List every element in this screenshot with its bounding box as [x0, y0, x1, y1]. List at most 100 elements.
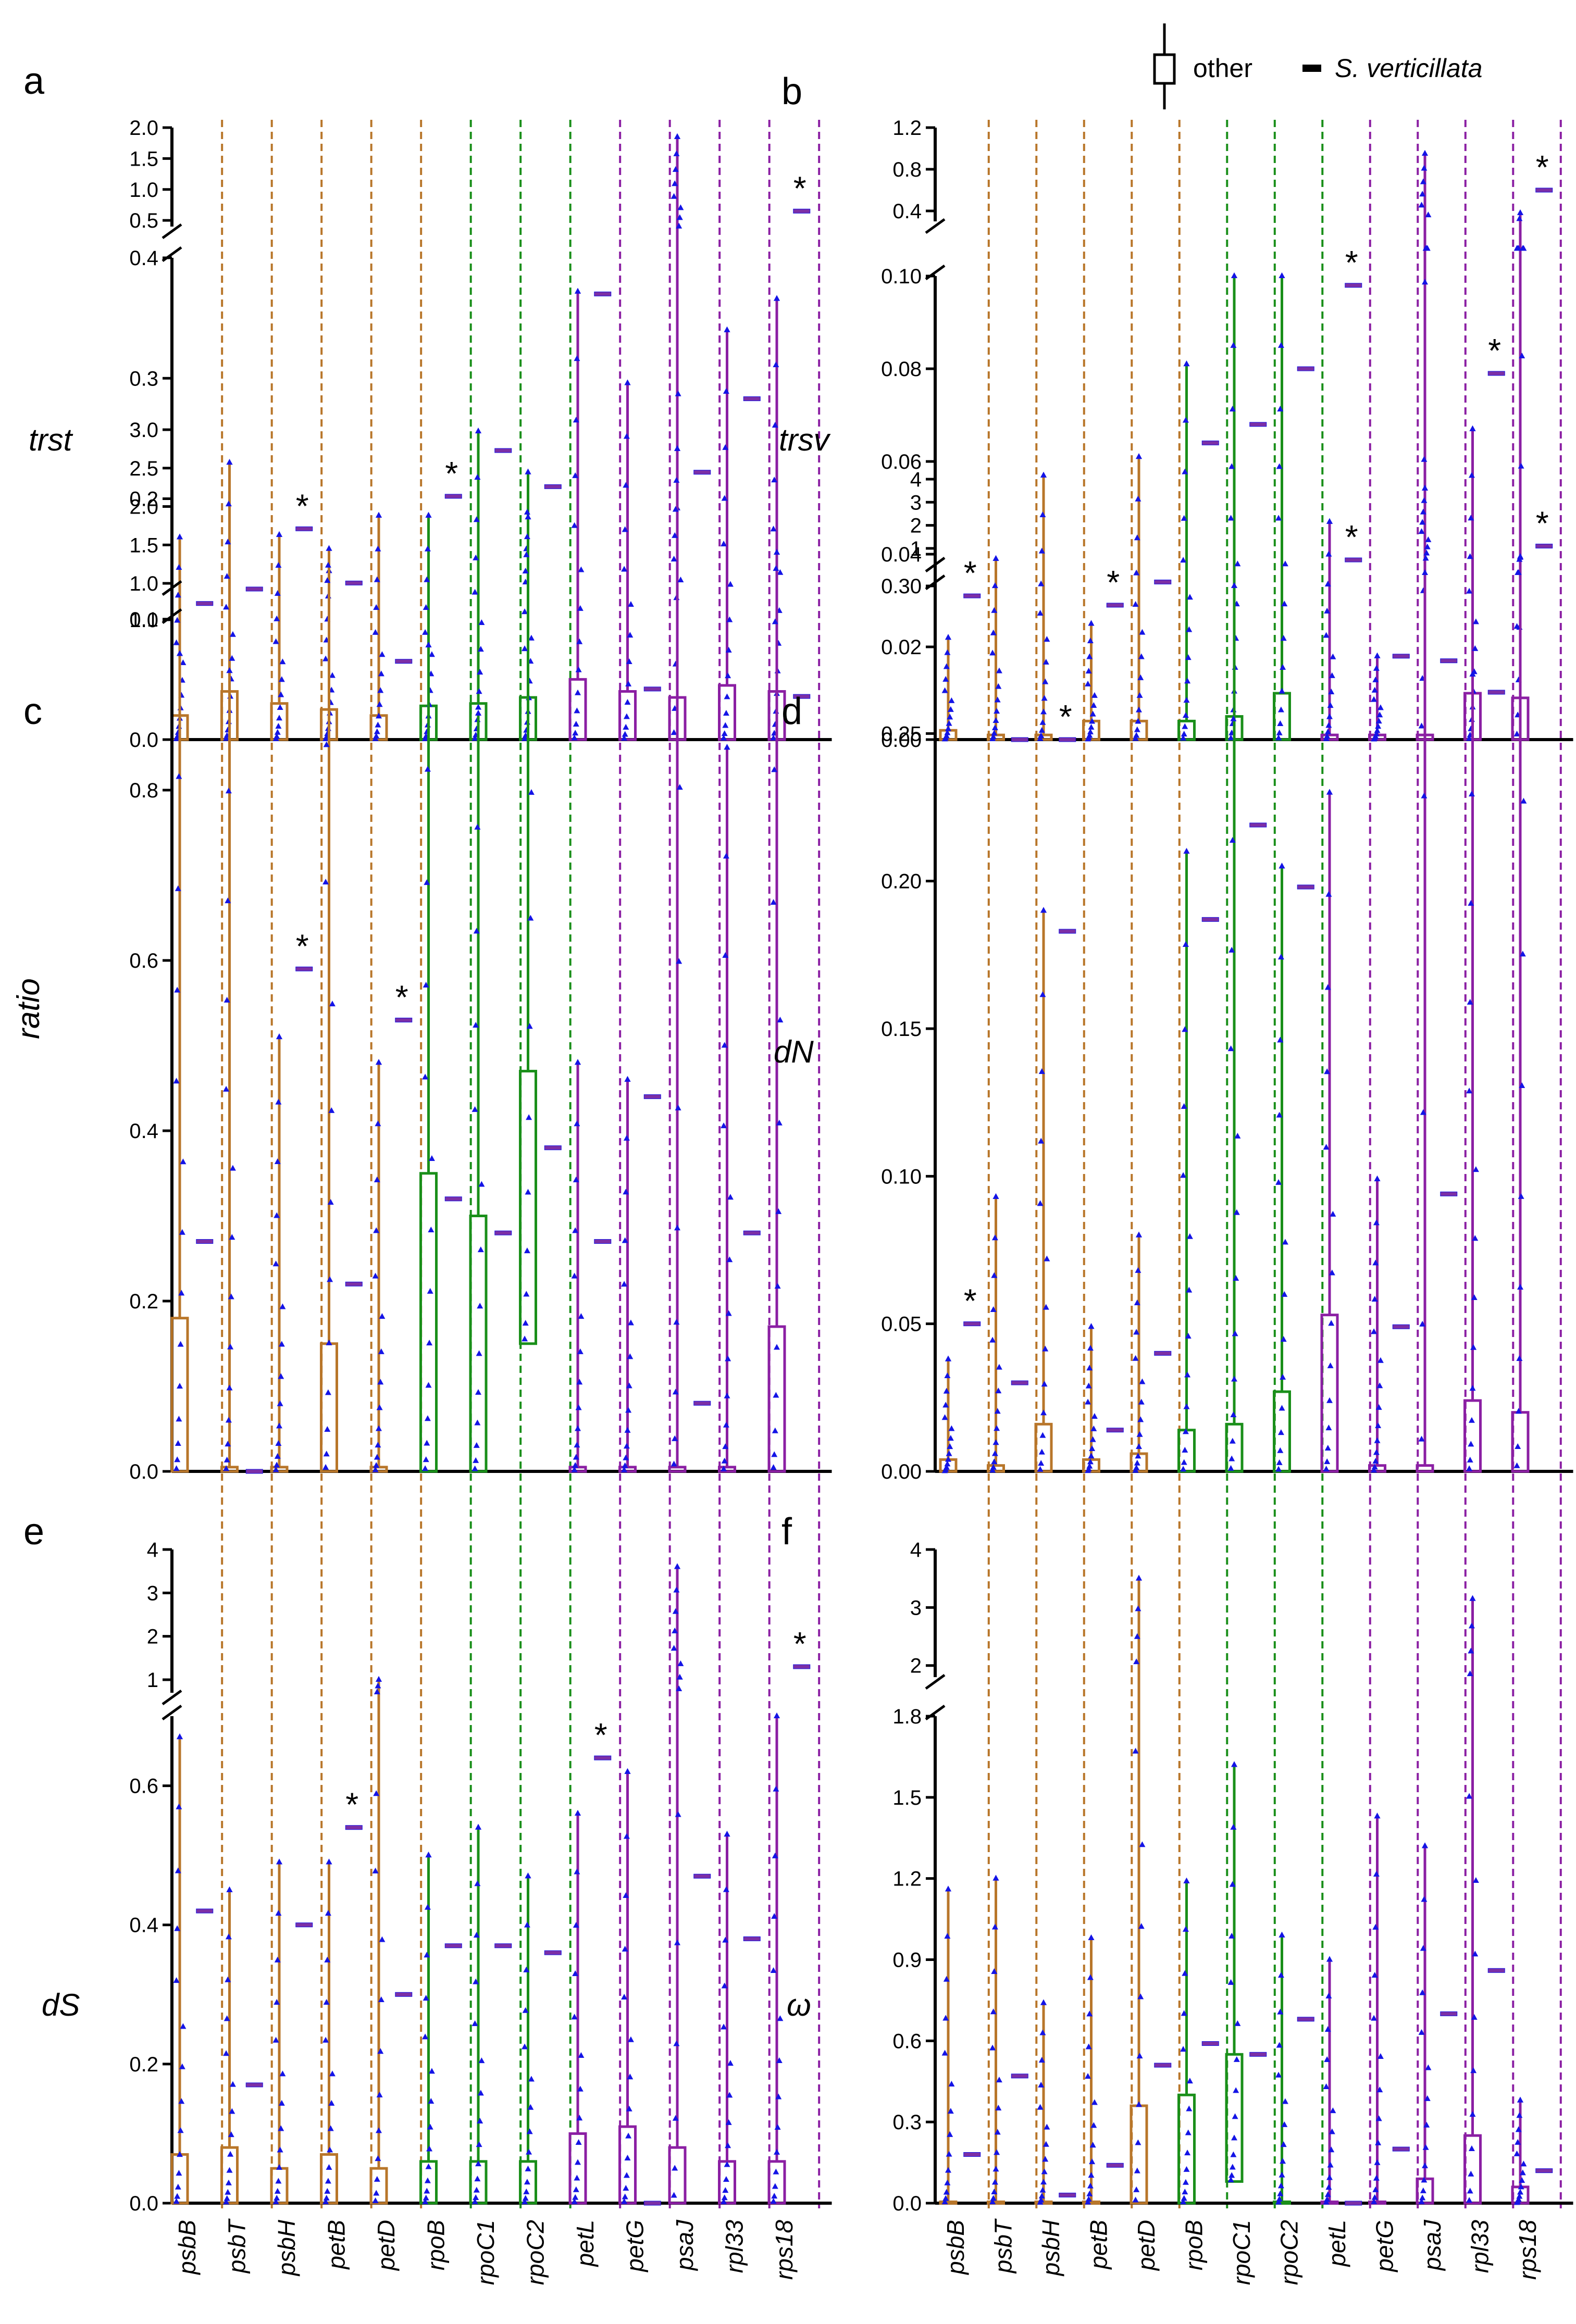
data-point	[227, 1343, 234, 1350]
data-point	[1186, 2078, 1193, 2084]
data-point-max	[326, 545, 332, 551]
data-point	[622, 1462, 628, 1468]
data-point	[326, 2164, 332, 2170]
data-point	[943, 663, 950, 669]
data-point	[274, 1998, 280, 2005]
data-point	[1088, 1453, 1095, 1459]
data-point	[1468, 791, 1475, 797]
data-point	[1276, 1111, 1283, 1118]
data-point	[325, 1909, 331, 1916]
data-point	[727, 581, 734, 587]
data-point	[277, 1400, 283, 1406]
data-point	[1138, 653, 1145, 659]
data-point	[1043, 1304, 1049, 1310]
sv-marker-petL	[594, 291, 612, 296]
data-point	[945, 1456, 951, 1462]
data-point	[725, 646, 732, 653]
data-point	[991, 2179, 998, 2185]
data-point	[471, 589, 478, 595]
data-point	[1277, 2182, 1284, 2189]
data-point	[1515, 2139, 1521, 2145]
data-point	[372, 2197, 379, 2203]
data-point	[475, 704, 481, 710]
y-upper-tick-label: 0.5	[129, 209, 158, 232]
axis-break-mark	[162, 223, 182, 240]
data-point	[947, 1443, 953, 1450]
sv-marker-petG	[643, 686, 661, 692]
sv-marker-psbB	[196, 1239, 214, 1244]
data-point	[1185, 654, 1192, 660]
data-point	[722, 1936, 729, 1943]
data-point	[1182, 1970, 1188, 1976]
sv-marker-psaJ	[1440, 1191, 1458, 1196]
data-point-max	[276, 1033, 282, 1040]
sv-marker-rpoC1	[494, 1230, 512, 1235]
data-point	[223, 1465, 230, 1471]
gene-label-psbH: psbH	[1037, 2219, 1064, 2277]
data-point	[625, 1407, 632, 1413]
data-point	[725, 2142, 731, 2148]
data-point	[671, 1645, 677, 1651]
data-point	[327, 1199, 334, 1205]
data-point	[1133, 1464, 1140, 1470]
data-point	[424, 1415, 431, 1421]
data-point	[1182, 1926, 1189, 1932]
data-point	[174, 986, 181, 993]
data-point	[1324, 984, 1331, 990]
sv-marker-psbH	[1059, 737, 1076, 742]
data-point	[1468, 1647, 1474, 1654]
data-point	[1184, 1371, 1191, 1378]
data-point	[1090, 1425, 1097, 1431]
data-point	[1085, 668, 1092, 674]
data-point	[623, 1189, 629, 1195]
data-point	[1375, 718, 1382, 724]
box-psaJ	[668, 2146, 687, 2205]
data-point	[327, 1276, 333, 1282]
data-point	[1329, 2128, 1335, 2134]
data-point	[475, 2160, 481, 2167]
data-point	[627, 2073, 634, 2080]
y-upper-tick-label: 2	[147, 1626, 158, 1648]
data-point	[725, 1310, 732, 1316]
data-point	[672, 1627, 678, 1633]
data-point	[995, 683, 1002, 689]
data-point	[1230, 1823, 1237, 1830]
data-point	[572, 730, 579, 736]
sv-marker-rpoC2	[544, 484, 562, 489]
data-point	[225, 539, 231, 545]
data-point	[471, 735, 478, 741]
data-point	[1418, 722, 1425, 729]
data-point	[622, 1945, 628, 1952]
significance-star: *	[793, 169, 806, 207]
gene-label-rpl33: rpl33	[721, 2220, 748, 2273]
data-point	[1418, 2029, 1425, 2035]
box-psbT	[220, 2146, 239, 2205]
data-point	[1230, 2151, 1237, 2157]
data-point	[942, 1402, 949, 1408]
data-point	[1227, 734, 1234, 741]
data-point	[1233, 2087, 1239, 2093]
data-point	[1038, 732, 1045, 738]
data-point	[1134, 2167, 1140, 2173]
data-point	[575, 2139, 582, 2145]
data-point	[1042, 2156, 1049, 2162]
data-point	[1324, 607, 1331, 614]
data-point-max	[1040, 907, 1047, 913]
data-point	[272, 1260, 279, 1267]
data-point	[523, 1966, 530, 1972]
data-point	[727, 2060, 734, 2066]
data-point	[1516, 2193, 1523, 2199]
data-point	[1519, 352, 1525, 358]
data-point	[623, 482, 629, 488]
y-lower-tick-label: 0.0	[129, 1460, 158, 1483]
data-point	[175, 2183, 181, 2190]
y-lower-tick-label: 0.4	[129, 247, 158, 270]
box-petL	[568, 2132, 587, 2205]
data-point	[1377, 704, 1384, 710]
data-point-max	[724, 744, 730, 750]
box-psbT	[220, 1466, 239, 1473]
data-point	[677, 204, 684, 210]
data-point	[1281, 1291, 1288, 1297]
data-point	[228, 1293, 234, 1300]
sv-marker-rps18	[793, 208, 811, 214]
